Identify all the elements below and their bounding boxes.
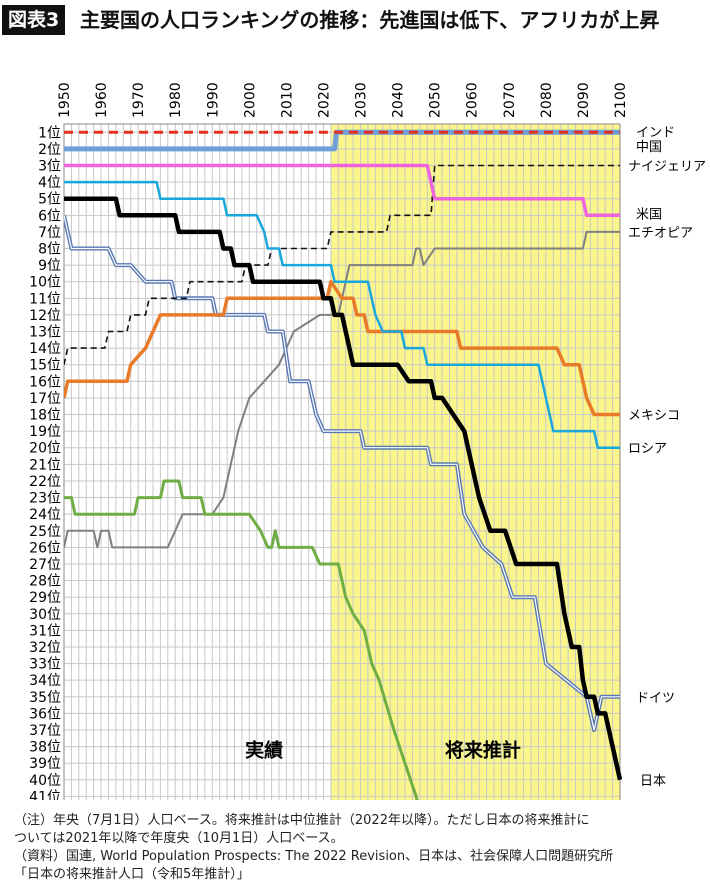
rank-label: 40位 xyxy=(29,773,61,789)
rank-label: 12位 xyxy=(29,308,61,324)
x-tick-label: 1970 xyxy=(131,82,147,118)
rank-label: 19位 xyxy=(29,424,61,440)
projection-region xyxy=(330,124,620,800)
x-tick-label: 2060 xyxy=(465,82,481,118)
rank-label: 15位 xyxy=(29,358,61,374)
rank-label: 29位 xyxy=(29,590,61,606)
x-tick-label: 2080 xyxy=(539,82,555,118)
series-label: メキシコ xyxy=(628,409,680,424)
x-tick-label: 2070 xyxy=(502,82,518,118)
rank-label: 10位 xyxy=(29,275,61,291)
series-label: ドイツ xyxy=(636,691,675,706)
rank-label: 39位 xyxy=(29,756,61,772)
series-label: インド xyxy=(636,125,675,140)
series-solid-black-thick xyxy=(64,196,622,781)
series-label: エチオピア xyxy=(628,226,693,241)
rank-label: 32位 xyxy=(29,640,61,656)
rank-label: 36位 xyxy=(29,706,61,722)
x-tick-label: 2090 xyxy=(576,82,592,118)
rank-label: 21位 xyxy=(29,457,61,473)
region-label-actual: 実績 xyxy=(245,739,283,762)
series-line xyxy=(64,164,620,365)
rank-label: 20位 xyxy=(29,441,61,457)
rank-label: 23位 xyxy=(29,491,61,507)
series-line xyxy=(64,230,620,549)
rank-label: 33位 xyxy=(29,657,61,673)
region-label-projection: 将来推計 xyxy=(445,739,521,762)
rank-label: 34位 xyxy=(29,673,61,689)
series-solid-orange xyxy=(64,279,620,417)
rank-label: 16位 xyxy=(29,374,61,390)
x-tick-label: 1960 xyxy=(94,82,110,118)
rank-label: 31位 xyxy=(29,623,61,639)
plot-frame xyxy=(63,123,621,800)
rank-label: 8位 xyxy=(38,242,61,258)
rank-label: 22位 xyxy=(29,474,61,490)
series-solid-blue xyxy=(64,129,620,152)
chart-title: 主要国の人口ランキングの推移：先進国は低下、アフリカが上昇 xyxy=(80,8,660,32)
rank-label: 11位 xyxy=(29,291,61,307)
rank-label: 13位 xyxy=(29,325,61,341)
title-bar: 図表3 主要国の人口ランキングの推移：先進国は低下、アフリカが上昇 xyxy=(0,2,710,38)
rank-label: 7位 xyxy=(38,225,61,241)
x-tick-label: 1980 xyxy=(168,82,184,118)
rank-label: 35位 xyxy=(29,690,61,706)
rank-label: 5位 xyxy=(38,192,61,208)
series-solid-grey xyxy=(64,230,620,549)
series-solid-cyan xyxy=(64,180,620,449)
x-tick-label: 1990 xyxy=(205,82,221,118)
rank-label: 24位 xyxy=(29,507,61,523)
series-line xyxy=(64,479,419,800)
note-line-4: 「日本の将来推計人口（令和5年推計）」 xyxy=(14,867,250,882)
rank-label: 3位 xyxy=(38,159,61,175)
rank-label: 4位 xyxy=(38,175,61,191)
rank-label: 17位 xyxy=(29,391,61,407)
x-tick-label: 2050 xyxy=(428,82,444,118)
note-line-3: （資料）国連, World Population Prospects: The … xyxy=(14,849,614,864)
figure-badge: 図表3 xyxy=(2,5,66,35)
rank-label: 6位 xyxy=(38,208,61,224)
series-label: 米国 xyxy=(636,207,662,222)
x-tick-label: 2030 xyxy=(354,82,370,118)
x-tick-label: 2020 xyxy=(316,82,332,118)
rank-chart: 1950 1960 1970 1980 1990 2000 2010 2020 2030 2040… xyxy=(29,82,706,800)
rank-label: 2位 xyxy=(38,142,61,158)
rank-label: 37位 xyxy=(29,723,61,739)
series-line xyxy=(64,180,620,449)
series-line xyxy=(64,129,620,152)
rank-label: 26位 xyxy=(29,540,61,556)
rank-label: 14位 xyxy=(29,341,61,357)
note-line-2: ついては2021年以降で年度央（10月1日）人口ベース。 xyxy=(14,831,344,846)
x-tick-label: 2000 xyxy=(242,82,258,118)
rank-label: 27位 xyxy=(29,557,61,573)
x-tick-label: 2040 xyxy=(391,82,407,118)
rank-label: 28位 xyxy=(29,574,61,590)
series-solid-green xyxy=(64,479,419,800)
rank-label: 41位 xyxy=(29,789,61,800)
series-line xyxy=(64,163,620,218)
series-dashed-black xyxy=(64,164,620,365)
rank-label: 30位 xyxy=(29,607,61,623)
series-line xyxy=(64,215,620,731)
notes: （注）年央（7月1日）人口ベース。将来推計は中位推計（2022年以降）。ただし日… xyxy=(14,812,704,884)
rank-label: 18位 xyxy=(29,408,61,424)
series-label: ロシア xyxy=(628,442,667,457)
grid xyxy=(63,124,621,800)
series-line xyxy=(64,196,622,781)
rank-label: 9位 xyxy=(38,258,61,274)
series-label: 中国 xyxy=(636,140,662,155)
rank-label: 25位 xyxy=(29,524,61,540)
x-tick-label: 2010 xyxy=(279,82,295,118)
note-line-1: （注）年央（7月1日）人口ベース。将来推計は中位推計（2022年以降）。ただし日… xyxy=(14,813,590,828)
series-label: ナイジェリア xyxy=(628,160,706,175)
series-line xyxy=(64,279,620,417)
series-solid-pink xyxy=(64,163,620,218)
series-label: 日本 xyxy=(640,774,666,789)
x-tick-label: 1950 xyxy=(57,82,73,118)
rank-label: 38位 xyxy=(29,740,61,756)
x-tick-label: 2100 xyxy=(613,82,629,118)
rank-label: 1位 xyxy=(38,125,61,141)
series-double-blue xyxy=(64,214,620,732)
